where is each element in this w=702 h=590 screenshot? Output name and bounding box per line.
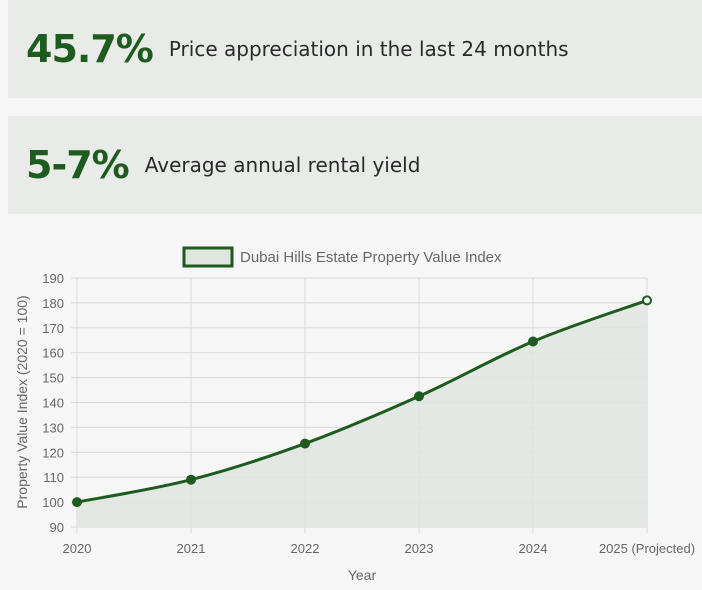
x-tick-label: 2021 — [177, 541, 206, 556]
y-tick-label: 170 — [42, 321, 64, 336]
y-tick-label: 90 — [50, 520, 64, 535]
stat-label: Price appreciation in the last 24 months — [168, 37, 569, 61]
data-point — [642, 295, 652, 306]
legend-swatch — [182, 246, 234, 268]
y-tick-label: 160 — [42, 346, 64, 361]
legend-label: Dubai Hills Estate Property Value Index — [240, 249, 502, 266]
y-tick-label: 120 — [42, 445, 64, 460]
stat-value: 5-7% — [26, 143, 130, 187]
y-tick-label: 190 — [42, 271, 64, 286]
stat-label: Average annual rental yield — [144, 153, 421, 177]
series-points — [72, 295, 652, 508]
y-axis-ticks: 90 100 110 120 130 140 150 160 170 180 190 — [42, 271, 64, 535]
chart-legend: Dubai Hills Estate Property Value Index — [182, 246, 502, 268]
series-area-fill — [77, 300, 647, 527]
x-tick-label: 2020 — [63, 541, 92, 556]
stat-card-rental-yield: 5-7% Average annual rental yield — [8, 116, 702, 214]
x-axis-ticks: 2020 2021 2022 2023 2024 2025 (Projected) — [63, 541, 696, 556]
y-tick-label: 180 — [42, 296, 64, 311]
data-point — [186, 474, 196, 485]
data-point — [528, 336, 538, 347]
data-point — [72, 497, 82, 508]
series-line — [76, 298, 648, 504]
stat-card-appreciation: 45.7% Price appreciation in the last 24 … — [8, 0, 702, 98]
data-point — [300, 438, 310, 449]
stat-value: 45.7% — [26, 27, 154, 71]
y-tick-label: 110 — [43, 470, 64, 485]
y-tick-label: 100 — [42, 495, 64, 510]
y-tick-label: 140 — [42, 396, 64, 411]
x-axis-label: Year — [348, 567, 377, 583]
y-tick-label: 130 — [42, 420, 64, 435]
x-tick-label: 2022 — [291, 541, 320, 556]
x-tick-label: 2025 (Projected) — [599, 541, 695, 556]
data-point — [414, 391, 424, 402]
y-axis-label: Property Value Index (2020 = 100) — [14, 295, 30, 508]
x-tick-label: 2024 — [519, 541, 548, 556]
y-tick-label: 150 — [42, 371, 64, 386]
x-tick-label: 2023 — [405, 541, 434, 556]
